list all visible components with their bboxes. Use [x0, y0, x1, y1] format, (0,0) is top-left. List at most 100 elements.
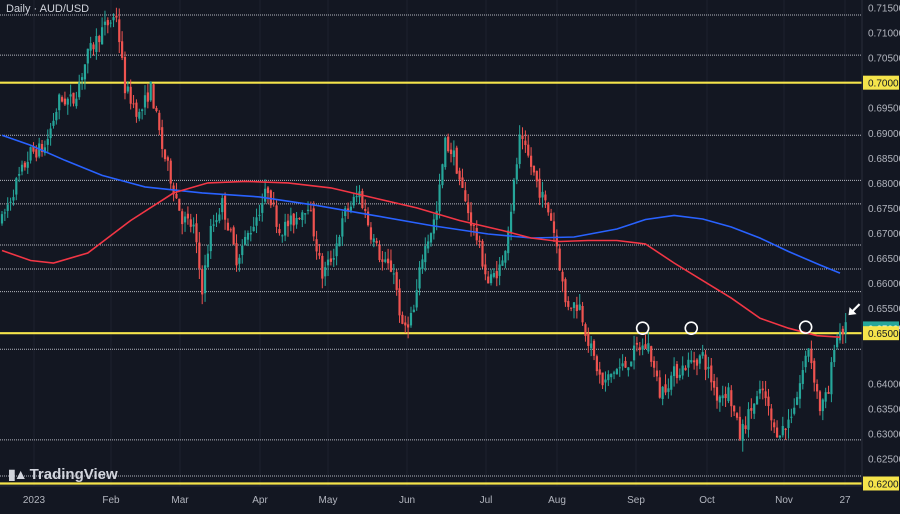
candle-body [192, 224, 195, 227]
x-tick-label: Jun [399, 495, 415, 506]
candle-body [475, 227, 478, 241]
candle-body [821, 399, 824, 412]
candle-body [764, 391, 767, 399]
candle-body [744, 425, 747, 430]
candle-body [784, 428, 787, 430]
candle-body [538, 178, 541, 198]
candle-body [275, 205, 278, 227]
candle-body [447, 136, 450, 152]
candle-body [418, 267, 421, 289]
candle-body [20, 164, 24, 172]
candle-body [775, 427, 779, 438]
candle-body [518, 134, 521, 164]
candle-body [163, 149, 167, 160]
candle-body [595, 356, 598, 372]
candle-body [26, 161, 29, 168]
candle-body [781, 426, 784, 436]
candle-body [701, 352, 704, 356]
candle-body [836, 337, 839, 348]
candle-body [18, 174, 21, 176]
candle-body [52, 120, 55, 126]
candle-body [429, 233, 433, 243]
candle-body [504, 250, 507, 263]
candle-body [464, 190, 467, 202]
highlight-circle [684, 321, 699, 335]
candle-body [638, 347, 641, 350]
candle-body [315, 239, 318, 252]
candle-body [335, 243, 338, 257]
candle-body [375, 240, 378, 243]
candle-body [652, 360, 656, 368]
candle-body [647, 343, 650, 352]
candle-body [741, 423, 744, 441]
candle-body [101, 27, 104, 45]
candle-body [332, 258, 335, 260]
candle-body [632, 345, 636, 361]
candle-body [235, 243, 238, 266]
x-tick-label: Aug [548, 495, 566, 506]
candle-body [487, 276, 490, 284]
candle-body [824, 392, 827, 402]
candle-body [232, 227, 235, 245]
candle-body [598, 369, 601, 375]
candle-body [349, 206, 353, 211]
candle-body [827, 391, 830, 394]
candle-body [384, 259, 387, 262]
candle-body [35, 149, 38, 158]
candle-body [326, 259, 330, 266]
candle-body [644, 344, 647, 349]
candle-body [103, 21, 107, 25]
candle-body [312, 208, 315, 237]
candle-body [83, 64, 87, 80]
candle-body [401, 314, 404, 324]
candle-body [561, 271, 564, 282]
candle-body [309, 210, 312, 212]
candle-body [49, 128, 52, 139]
candle-body [146, 92, 149, 102]
candle-body [244, 236, 247, 245]
candle-body [3, 212, 6, 214]
candle-body [801, 370, 804, 384]
x-tick-label: 27 [839, 495, 851, 506]
key-level-badge [863, 326, 899, 341]
moving-average-line [1, 134, 841, 274]
candle-body [306, 209, 310, 211]
candle-body [798, 383, 802, 399]
candle-body [9, 201, 12, 203]
highlight-circle [798, 320, 813, 334]
candle-body [55, 111, 58, 121]
candle-body [398, 288, 401, 316]
candle-body [221, 198, 224, 213]
candle-body [572, 302, 576, 308]
candle-body [189, 219, 192, 227]
candle-body [23, 162, 26, 168]
candle-body [492, 273, 496, 277]
candle-body [60, 97, 64, 102]
tradingview-logo: ▮▲ TradingView [8, 466, 118, 483]
candle-body [444, 137, 447, 168]
candle-body [684, 367, 687, 371]
candle-body [281, 235, 284, 237]
candle-body [535, 170, 538, 182]
candle-body [667, 388, 670, 392]
candle-body [804, 355, 807, 368]
candle-body [118, 19, 121, 43]
candle-body [770, 408, 773, 421]
candle-body [215, 220, 218, 223]
candle-body [427, 241, 430, 249]
candle-body [341, 218, 344, 237]
candle-body [161, 127, 164, 149]
time-axis[interactable] [0, 486, 862, 509]
candle-body [106, 20, 109, 26]
candle-body [681, 365, 684, 376]
candle-body [89, 43, 92, 51]
candle-body [206, 253, 210, 268]
candle-body [435, 211, 438, 220]
